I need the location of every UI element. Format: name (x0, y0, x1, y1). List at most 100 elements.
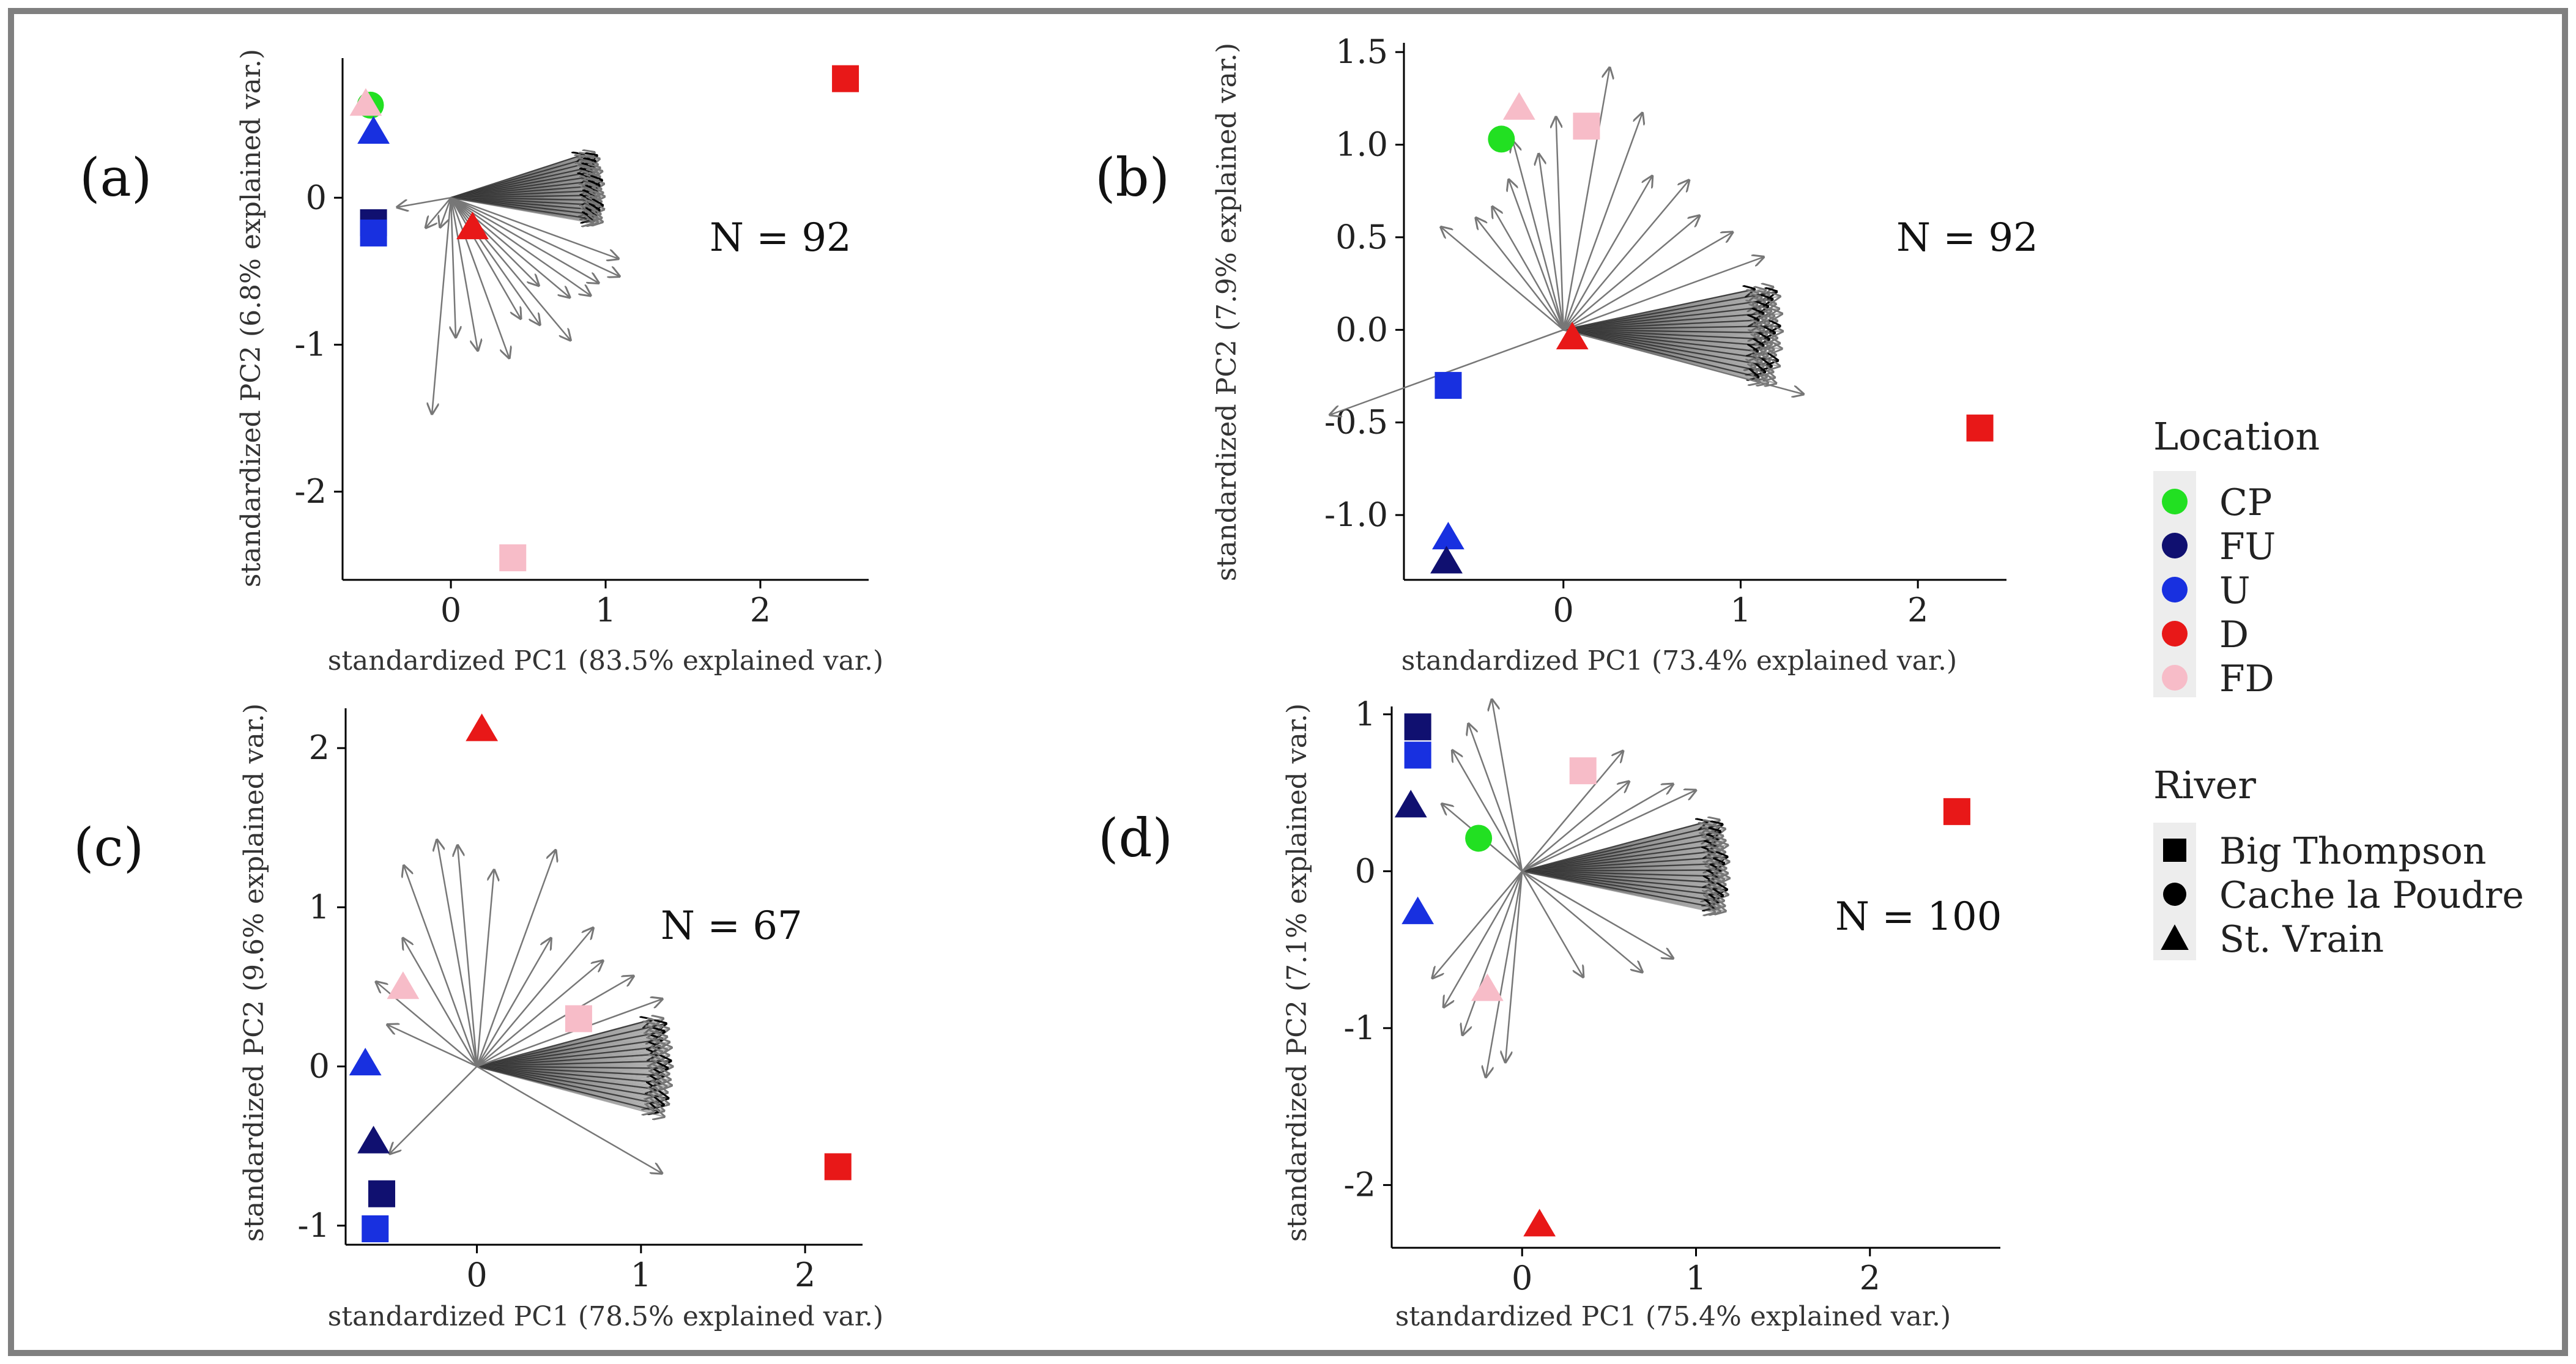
data-point-d-triangle (1523, 1209, 1556, 1237)
data-point-u-triangle (349, 1048, 382, 1076)
data-point-u-square (360, 219, 387, 246)
data-point-fu-triangle (1430, 546, 1463, 574)
loading-vector (1513, 141, 1564, 330)
loading-vector (1492, 700, 1523, 872)
data-point-u-square (362, 1215, 389, 1242)
legend-swatch-d (2162, 621, 2188, 647)
legend-item-cp: CP (2219, 481, 2272, 524)
loading-vector (1521, 870, 1714, 912)
legend-item-d: D (2219, 613, 2249, 656)
loading-vector (477, 1066, 664, 1117)
data-point-u-square (1435, 372, 1462, 399)
x-tick-label: 2 (750, 591, 771, 629)
panel-label: (a) (80, 147, 152, 209)
legend-shape-circle (2163, 883, 2186, 906)
loading-vector (1562, 113, 1642, 330)
x-tick-label: 1 (595, 591, 616, 629)
loading-vector (398, 197, 451, 207)
y-tick-label: 1.0 (1335, 125, 1388, 164)
legend-item-circle: Cache la Poudre (2219, 874, 2524, 917)
legend-shape-triangle (2161, 924, 2189, 950)
x-axis-label: standardized PC1 (78.5% explained var.) (328, 1301, 883, 1332)
y-axis-label: standardized PC2 (7.9% explained var.) (1211, 43, 1242, 581)
data-point-d-triangle (1556, 322, 1589, 350)
loading-vector (450, 197, 521, 318)
figure-border (8, 8, 2568, 1356)
data-point-u-triangle (1401, 896, 1435, 924)
loading-vector (476, 928, 593, 1067)
y-axis-label: standardized PC2 (7.1% explained var.) (1282, 703, 1313, 1242)
data-point-fd-triangle (349, 88, 382, 116)
data-point-fu-square (1404, 713, 1431, 741)
data-point-fu-triangle (1394, 790, 1427, 818)
loading-vector (1521, 782, 1628, 872)
panel-label: (c) (73, 817, 144, 878)
y-tick-label: -1 (297, 1206, 330, 1245)
y-axis-label: standardized PC2 (9.6% explained var.) (239, 703, 270, 1242)
x-tick-label: 0 (1553, 591, 1574, 629)
legend-shape-square (2163, 839, 2186, 862)
data-point-u-triangle (357, 116, 390, 144)
legend-swatch-fu (2162, 533, 2188, 558)
x-tick-label: 1 (631, 1256, 651, 1294)
x-tick-label: 1 (1685, 1259, 1706, 1297)
loading-vectors (1331, 68, 1803, 415)
data-point-fd-square (565, 1005, 592, 1032)
y-tick-label: 0.0 (1335, 310, 1388, 349)
data-point-cp-circle (1465, 825, 1493, 852)
data-point-d-square (824, 1153, 852, 1181)
legend-item-u: U (2219, 569, 2251, 612)
loading-vector (1539, 154, 1564, 330)
loading-vector (1453, 751, 1523, 872)
x-axis-label: standardized PC1 (83.5% explained var.) (328, 645, 883, 676)
data-point-d-square (1943, 798, 1970, 825)
chart-panel-a: 0 1 2 -2 -1 0 standardized PC1 (83.5% explaine… (80, 49, 883, 676)
loading-vector (450, 197, 509, 357)
loading-vector (1521, 751, 1622, 872)
y-tick-label: 0 (1355, 851, 1376, 890)
loading-vector (1493, 207, 1564, 330)
legend-item-square: Big Thompson (2219, 830, 2486, 873)
loading-vector (1521, 870, 1672, 958)
x-axis-label: standardized PC1 (75.4% explained var.) (1395, 1301, 1951, 1332)
loading-vector (1463, 870, 1523, 1034)
loading-vector (1521, 784, 1672, 872)
y-tick-label: -1 (294, 325, 327, 364)
chart-panel-b: 0 1 2 -1.0 -0.5 0.0 0.5 1.0 1.5 standardized PC1 … (1095, 32, 2038, 676)
loading-vector (437, 840, 478, 1067)
y-tick-label: 2 (309, 728, 330, 767)
legend-swatch-fd (2162, 665, 2188, 691)
data-point-d-square (832, 65, 859, 92)
loading-vector (1562, 216, 1699, 331)
data-point-d-triangle (456, 212, 489, 240)
loading-vector (1444, 870, 1523, 1007)
loading-vector (1521, 790, 1695, 872)
loading-vector (476, 961, 603, 1067)
legend-item-fd: FD (2219, 658, 2274, 700)
loading-vector (1521, 870, 1583, 976)
data-point-fd-triangle (1471, 973, 1504, 1001)
loading-vector (426, 197, 452, 227)
loading-vector (390, 1066, 478, 1154)
x-tick-label: 0 (466, 1256, 487, 1294)
x-tick-label: 2 (1860, 1259, 1880, 1297)
loading-vectors (1433, 700, 1729, 1077)
y-tick-label: -0.5 (1324, 403, 1388, 442)
legend-river-title: River (2153, 763, 2256, 807)
panel-label: (b) (1095, 147, 1170, 209)
y-tick-label: 1 (309, 888, 330, 926)
loading-vector (450, 197, 598, 283)
loading-vector (388, 1025, 478, 1067)
data-point-u-triangle (1432, 522, 1464, 550)
y-tick-label: 1.5 (1335, 32, 1388, 71)
loading-vector (450, 197, 590, 295)
y-tick-label: -2 (294, 472, 327, 511)
y-tick-label: 0 (306, 178, 327, 217)
data-point-d-triangle (466, 713, 499, 741)
legend-item-triangle: St. Vrain (2219, 918, 2384, 961)
loading-vector (450, 198, 478, 350)
loading-vector (403, 938, 478, 1067)
sample-size-annotation: N = 67 (661, 903, 803, 949)
sample-size-annotation: N = 92 (1896, 215, 2038, 261)
